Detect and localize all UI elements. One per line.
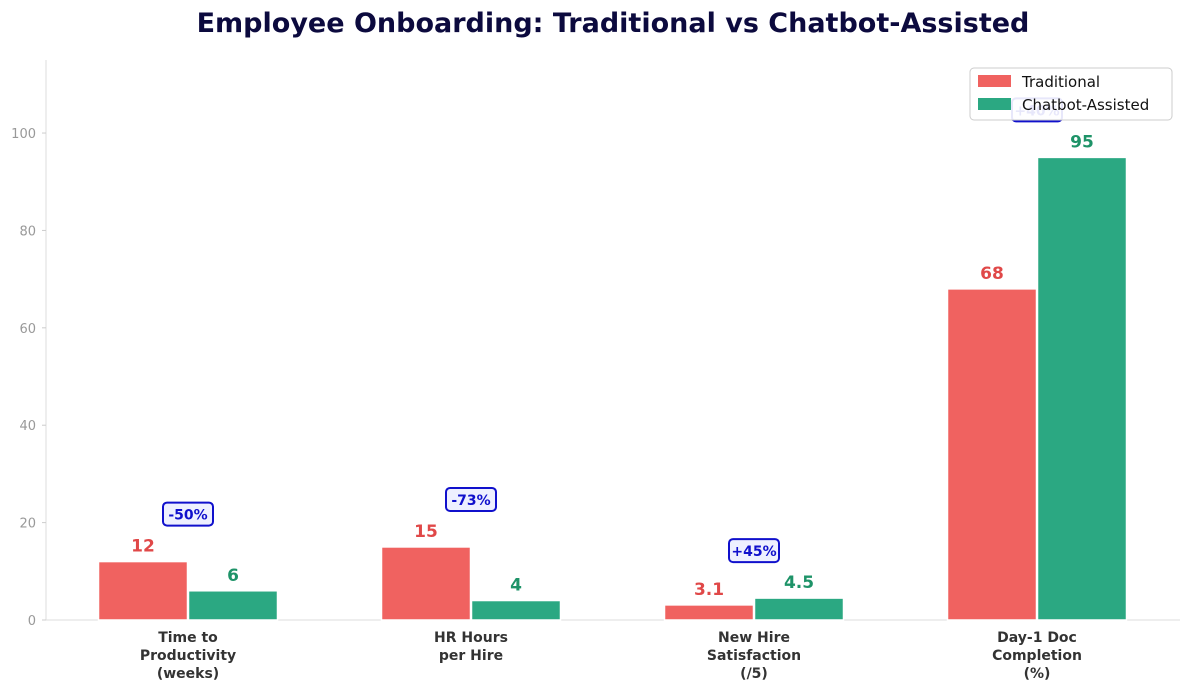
bar-value-label: 4 (510, 576, 522, 596)
bar-chatbot (470, 599, 562, 621)
bar-chatbot (1036, 156, 1128, 621)
bar-traditional (946, 288, 1038, 621)
bar-chatbot (187, 590, 279, 621)
x-category-label: Time to Productivity (weeks) (140, 630, 236, 682)
bar-traditional (97, 560, 189, 621)
bar-value-label: 15 (414, 522, 438, 542)
legend-label-traditional: Traditional (1021, 73, 1100, 91)
x-category-label-line: Time to (158, 630, 218, 646)
chart-title: Employee Onboarding: Traditional vs Chat… (197, 8, 1030, 39)
bar-value-label: 68 (980, 264, 1004, 284)
change-badge-text: -73% (451, 493, 490, 509)
x-category-label-line: (weeks) (157, 666, 219, 682)
y-tick-label: 40 (19, 419, 36, 434)
legend-swatch-chatbot (978, 98, 1011, 110)
y-tick-label: 100 (11, 127, 36, 142)
x-category-label-line: Productivity (140, 648, 236, 664)
bar-traditional (663, 604, 755, 621)
y-tick-label: 20 (19, 517, 36, 532)
bar-value-label: 12 (131, 537, 155, 557)
x-category-label-line: per Hire (439, 648, 503, 664)
bar-value-label: 3.1 (694, 580, 724, 600)
x-category-label-line: (/5) (740, 666, 768, 682)
change-badge-box (162, 501, 214, 527)
x-category-label-line: New Hire (718, 630, 790, 646)
x-category-label-line: Day-1 Doc (997, 630, 1077, 646)
bar-chatbot (753, 597, 845, 621)
bar-value-label: 6 (227, 566, 239, 586)
bar-value-label: 95 (1070, 132, 1094, 152)
x-category-label: Day-1 Doc Completion (%) (992, 630, 1082, 682)
x-category-label-line: (%) (1024, 666, 1051, 682)
x-category-label-line: HR Hours (434, 630, 508, 646)
legend-label-chatbot: Chatbot-Assisted (1022, 96, 1149, 114)
legend: Traditional Chatbot-Assisted (969, 67, 1173, 121)
bar-value-label: 4.5 (784, 573, 814, 593)
change-badge-box (728, 538, 780, 564)
change-badge-text: +45% (731, 544, 776, 560)
x-category-label: HR Hours per Hire (434, 630, 508, 664)
change-badge-box (445, 486, 497, 512)
change-badge-text: -50% (168, 508, 207, 524)
y-tick-label: 80 (19, 224, 36, 239)
y-tick-label: 60 (19, 322, 36, 337)
x-category-label: New Hire Satisfaction (/5) (707, 630, 801, 682)
x-category-label-line: Completion (992, 648, 1082, 664)
legend-swatch-traditional (978, 75, 1011, 87)
legend-frame (969, 67, 1173, 121)
y-tick-label: 0 (28, 614, 36, 629)
x-category-label-line: Satisfaction (707, 648, 801, 664)
bar-traditional (380, 546, 472, 621)
